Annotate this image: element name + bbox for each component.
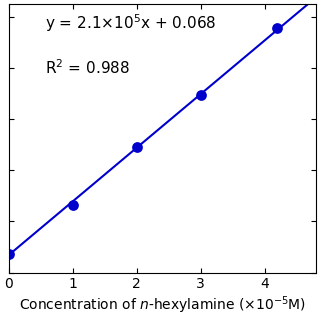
- Point: [134, 145, 139, 150]
- Text: y = 2.1×10$^{5}$x + 0.068: y = 2.1×10$^{5}$x + 0.068: [45, 12, 217, 34]
- Point: [6, 252, 11, 257]
- Point: [70, 202, 75, 207]
- Text: R$^{2}$ = 0.988: R$^{2}$ = 0.988: [45, 58, 131, 76]
- X-axis label: Concentration of $n$-hexylamine (×10$^{-5}$M): Concentration of $n$-hexylamine (×10$^{-…: [19, 294, 306, 316]
- Point: [198, 92, 203, 98]
- Point: [275, 26, 280, 31]
